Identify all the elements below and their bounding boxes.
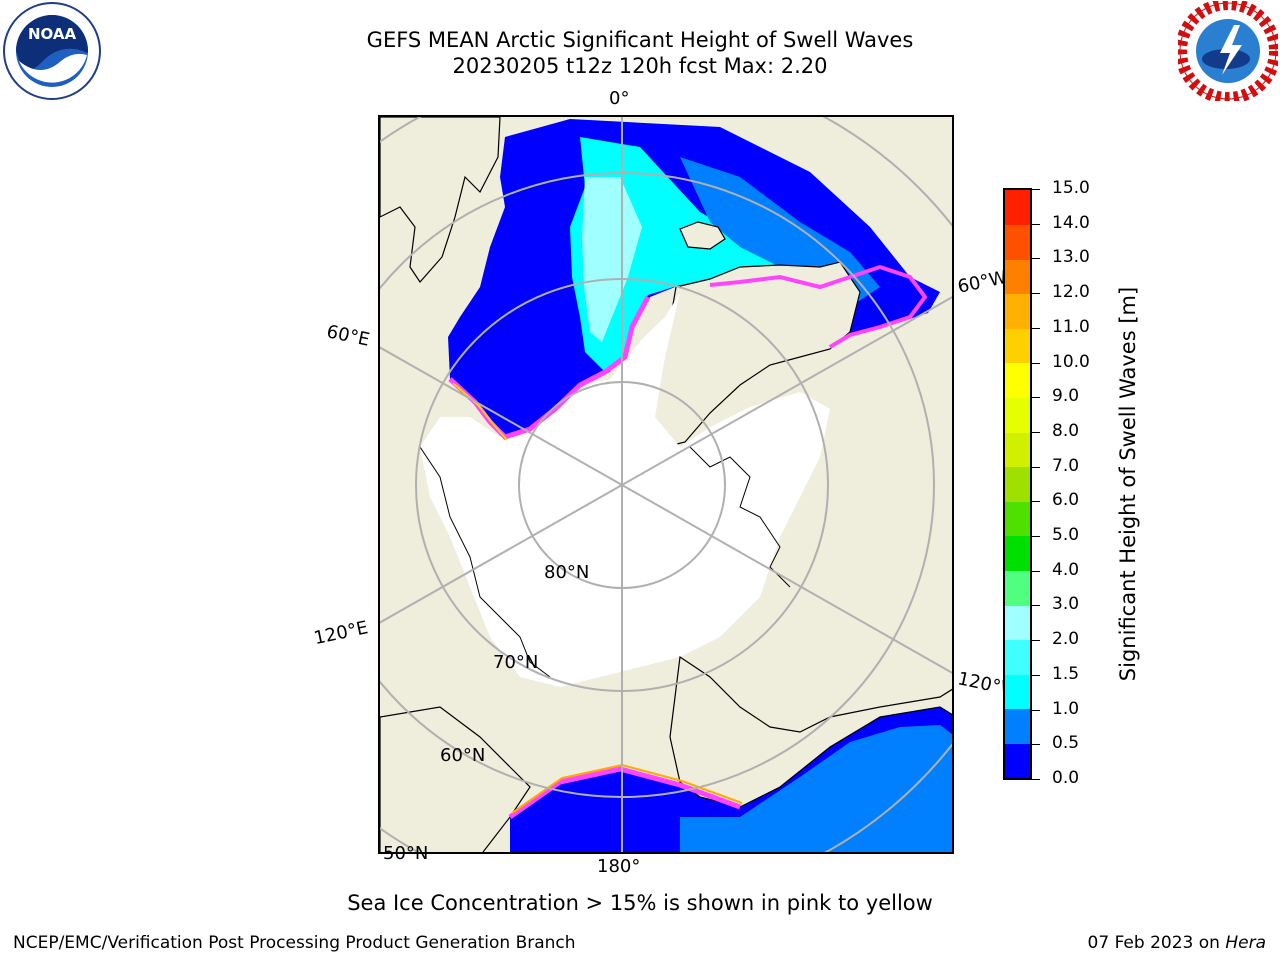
- noaa-logo: NOAA: [1, 1, 103, 101]
- colorbar-segment: [1005, 293, 1030, 329]
- ice-edge-pacific: [508, 766, 741, 820]
- colorbar-segment: [1005, 743, 1030, 779]
- colorbar-segment: [1005, 224, 1030, 260]
- colorbar-segment: [1005, 605, 1030, 641]
- lon-label-60w: 60°W: [955, 266, 1009, 298]
- colorbar-tick-label: 0.5: [1052, 733, 1080, 754]
- ice-edge-greenland: [709, 264, 928, 349]
- colorbar-segment: [1005, 362, 1030, 399]
- colorbar-tick-label: 10.0: [1052, 351, 1090, 372]
- footer-host: Hera: [1225, 933, 1266, 953]
- ice-edge-atlantic-yellow: [452, 382, 508, 441]
- colorbar-tick-label: 12.0: [1052, 282, 1090, 303]
- pacific-swell-mid: [680, 725, 952, 852]
- colorbar-tick-label: 9.0: [1052, 386, 1080, 407]
- atlantic-swell-lighter: [582, 177, 642, 342]
- meridian-120e: [380, 484, 623, 624]
- colorbar-tick-label: 7.0: [1052, 455, 1080, 476]
- colorbar-segment: [1005, 190, 1030, 226]
- atlantic-swell-light: [570, 137, 850, 372]
- colorbar: [1003, 188, 1032, 780]
- colorbar-segment: [1005, 570, 1030, 606]
- colorbar-segment: [1005, 708, 1030, 744]
- colorbar-tick-label: 1.5: [1052, 663, 1080, 684]
- colorbar-tick-label: 3.0: [1052, 594, 1080, 615]
- colorbar-segment: [1005, 501, 1030, 537]
- colorbar-segment: [1005, 432, 1030, 468]
- colorbar-tick-label: 11.0: [1052, 316, 1090, 337]
- map-title: GEFS MEAN Arctic Significant Height of S…: [366, 28, 914, 52]
- lat-label-70n: 70°N: [493, 652, 539, 673]
- colorbar-segment: [1005, 639, 1030, 675]
- colorbar-segment: [1005, 328, 1030, 364]
- meridian-120w: [621, 484, 952, 674]
- lon-label-0: 0°: [609, 88, 630, 109]
- siberian-coast: [419, 446, 551, 678]
- footer-date: 07 Feb 2023 on: [1087, 933, 1226, 953]
- colorbar-ticks: 0.0 0.5 1.0 1.5 2.0 3.0 4.0 5.0 6.0 7.0 8.0 9.0 10.0…: [1032, 178, 1092, 788]
- sea-ice-caption: Sea Ice Concentration > 15% is shown in …: [347, 891, 933, 915]
- polar-map: [378, 115, 954, 854]
- colorbar-segment: [1005, 259, 1030, 295]
- colorbar-label: Significant Height of Swell Waves [m]: [1116, 286, 1140, 682]
- nws-logo: [1175, 0, 1280, 104]
- meridian-60e: [380, 346, 623, 486]
- lon-label-60e: 60°E: [324, 321, 372, 351]
- lat-label-60n: 60°N: [440, 745, 486, 766]
- colorbar-segment: [1005, 535, 1030, 571]
- graticule: [380, 117, 952, 852]
- colorbar-tick-label: 0.0: [1052, 768, 1080, 788]
- meridian-60w: [621, 296, 952, 486]
- pacific-land-russia: [380, 706, 531, 852]
- footer-timestamp: 07 Feb 2023 on Hera: [1088, 933, 1266, 953]
- colorbar-tick-label: 8.0: [1052, 420, 1080, 441]
- scandinavia-coast: [380, 117, 501, 283]
- colorbar-segment: [1005, 674, 1030, 710]
- lat-label-50n: 50°N: [383, 843, 429, 864]
- lon-label-180: 180°: [597, 856, 641, 877]
- noaa-logo-text: NOAA: [28, 25, 77, 43]
- colorbar-tick-label: 5.0: [1052, 525, 1080, 546]
- arctic-ocean-ice: [420, 293, 830, 687]
- lat-label-80n: 80°N: [544, 562, 590, 583]
- colorbar-tick-label: 6.0: [1052, 490, 1080, 511]
- colorbar-tick-label: 1.0: [1052, 698, 1080, 719]
- iceland: [679, 221, 726, 250]
- colorbar-tick-label: 15.0: [1052, 178, 1090, 198]
- colorbar-segment: [1005, 397, 1030, 433]
- colorbar-tick-label: 4.0: [1052, 559, 1080, 580]
- footer-credit: NCEP/EMC/Verification Post Processing Pr…: [13, 933, 576, 953]
- canadian-archipelago: [689, 446, 791, 588]
- colorbar-tick-label: 14.0: [1052, 212, 1090, 233]
- lon-label-120e: 120°E: [312, 617, 370, 650]
- colorbar-tick-label: 2.0: [1052, 629, 1080, 650]
- map-subtitle: 20230205 t12z 120h fcst Max: 2.20: [452, 54, 828, 78]
- colorbar-tick-label: 13.0: [1052, 247, 1090, 268]
- colorbar-segment: [1005, 466, 1030, 502]
